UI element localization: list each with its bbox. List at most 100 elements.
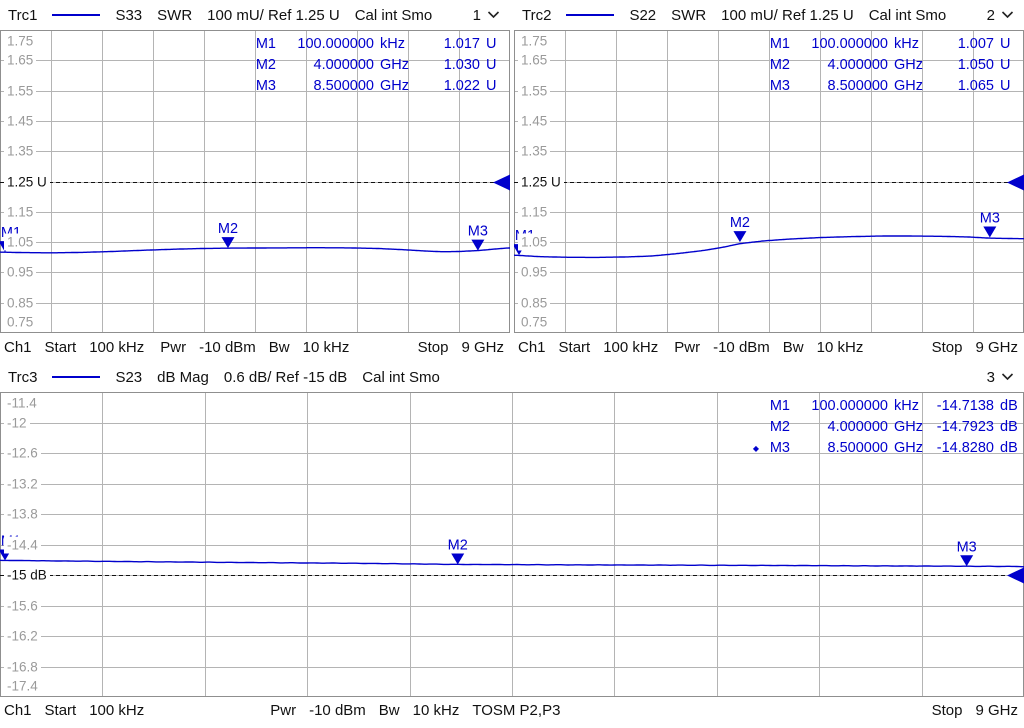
top-header-row: Trc1 S33 SWR 100 mU/ Ref 1.25 U Cal int … <box>0 0 1024 30</box>
marker-readout-cell <box>238 55 246 76</box>
bw-value[interactable]: 10 kHz <box>816 339 864 356</box>
marker-readout-cell <box>752 55 760 76</box>
marker-symbol-M2[interactable] <box>221 237 235 249</box>
marker-symbol-M3[interactable] <box>960 555 974 567</box>
start-label: Start <box>44 339 77 356</box>
pwr-label: Pwr <box>270 701 297 719</box>
trace-line <box>514 235 1024 259</box>
marker-readout-cell: M1 <box>769 398 790 414</box>
marker-readout-cell: U <box>1000 78 1011 94</box>
y-axis-tick-label: 1.65 <box>518 51 551 69</box>
marker-readout-cell: kHz <box>894 36 919 52</box>
trace3-name-label[interactable]: Trc3 <box>8 368 38 386</box>
marker-readout-cell <box>752 396 760 417</box>
marker-readout-cell: GHz <box>894 57 923 73</box>
trace1-name-label[interactable]: Trc1 <box>8 6 38 24</box>
channel1-select[interactable]: 1 <box>473 7 510 24</box>
channel-label: Ch1 <box>4 339 32 356</box>
stop-value[interactable]: 9 GHz <box>975 701 1018 719</box>
marker-readout-cell: 1.065 <box>957 78 994 94</box>
marker-symbol-M3[interactable] <box>983 226 997 238</box>
channel2-select[interactable]: 2 <box>987 7 1024 24</box>
channel1-footer-bottom: Ch1 Start 100 kHz Pwr -10 dBm Bw 10 kHz … <box>0 697 1024 723</box>
trace3-scale-label: 0.6 dB/ Ref -15 dB <box>223 368 348 386</box>
y-axis-tick-label: 0.95 <box>518 263 551 281</box>
channel-label: Ch1 <box>4 701 32 719</box>
y-axis-tick-label: -15.6 <box>4 597 41 614</box>
marker-readout-cell: U <box>486 57 497 73</box>
bw-value[interactable]: 10 kHz <box>412 701 460 719</box>
marker-readout-trace3: M1 100.000000 kHz -14.7138 dB M2 4.000000 GHz -1… <box>752 396 1018 459</box>
trace3-header: Trc3 S23 dB Mag 0.6 dB/ Ref -15 dB Cal i… <box>0 362 1024 392</box>
marker-symbol-M2[interactable] <box>733 231 747 243</box>
y-axis-tick-label: 1.45 <box>4 112 37 130</box>
marker-symbol-M2[interactable] <box>451 553 465 565</box>
marker-readout-cell: 4.000000 <box>313 57 374 73</box>
y-axis-tick-label: -13.2 <box>4 475 41 492</box>
channel3-select[interactable]: 3 <box>987 369 1024 386</box>
trace-line <box>0 559 1024 568</box>
ref-level-arrow[interactable] <box>1007 567 1024 584</box>
channel-label: Ch1 <box>518 339 546 356</box>
marker-readout-cell <box>752 417 760 438</box>
cal-standard-label: TOSM P2,P3 <box>472 701 561 719</box>
bw-label: Bw <box>782 339 804 356</box>
marker-label-M2: M2 <box>218 221 238 237</box>
marker-readout-cell: -14.7923 <box>936 419 994 435</box>
marker-readout-cell: 1.017 <box>443 36 480 52</box>
start-label: Start <box>44 701 77 719</box>
start-value[interactable]: 100 kHz <box>603 339 659 356</box>
channel1-number: 1 <box>472 6 481 24</box>
marker-readout-cell: GHz <box>894 440 923 456</box>
channel1-footer: Ch1 Start 100 kHz Pwr -10 dBm Bw 10 kHz … <box>0 333 510 362</box>
chevron-down-icon <box>1001 11 1014 19</box>
ref-level-arrow[interactable] <box>493 174 510 191</box>
y-axis-tick-label: 1.15 <box>4 203 37 221</box>
grid-lines <box>1 393 1023 696</box>
ref-level-label: 1.25 U <box>518 173 564 190</box>
marker-readout-cell: U <box>486 78 497 94</box>
y-axis-tick-label: 1.75 <box>4 32 37 50</box>
bw-value[interactable]: 10 kHz <box>302 339 350 356</box>
trace1-format-label: SWR <box>157 6 193 24</box>
pwr-value[interactable]: -10 dBm <box>309 701 366 719</box>
marker-readout-cell <box>238 34 246 55</box>
channel2-number: 2 <box>986 6 995 24</box>
stop-label: Stop <box>931 701 963 719</box>
grid-lines <box>515 31 1023 332</box>
trace2-name-label[interactable]: Trc2 <box>522 6 552 24</box>
marker-readout-trace2: M1 100.000000 kHz 1.007 U M2 4.000000 GHz 1.050 U… <box>752 34 1018 97</box>
marker-readout-cell: 4.000000 <box>827 57 888 73</box>
marker-readout-cell: U <box>1000 57 1011 73</box>
pwr-value[interactable]: -10 dBm <box>199 339 256 356</box>
trace1-line-sample <box>52 14 101 16</box>
channel3-number: 3 <box>986 368 995 386</box>
start-value[interactable]: 100 kHz <box>89 339 145 356</box>
pwr-label: Pwr <box>160 339 187 356</box>
marker-symbol-M3[interactable] <box>471 239 485 251</box>
marker-readout-cell <box>238 76 246 97</box>
y-axis-tick-label: 0.75 <box>4 313 37 331</box>
stop-value[interactable]: 9 GHz <box>461 339 504 356</box>
marker-readout-cell: GHz <box>894 78 923 94</box>
pwr-value[interactable]: -10 dBm <box>713 339 770 356</box>
start-value[interactable]: 100 kHz <box>89 701 145 719</box>
stop-value[interactable]: 9 GHz <box>975 339 1018 356</box>
marker-readout-cell: M1 <box>255 36 276 52</box>
marker-readout-cell: GHz <box>380 57 409 73</box>
plot-area-trace3[interactable]: M1 M2 M3 -11.4 -12 -12.6 -13.2 -13.8 -14.4 -15 d… <box>0 392 1024 697</box>
marker-readout-cell <box>752 76 760 97</box>
marker-readout-cell: 1.022 <box>443 78 480 94</box>
y-axis-tick-label: 1.55 <box>518 82 551 100</box>
marker-readout-cell: -14.7138 <box>936 398 994 414</box>
ref-level-label: -15 dB <box>4 566 50 584</box>
marker-readout-cell: U <box>1000 36 1011 52</box>
plot-area-trace1[interactable]: M1 M2 M3 1.751.65 1.55 1.45 1.35 1.25 U 1.15 1.0… <box>0 30 510 333</box>
ref-level-arrow[interactable] <box>1007 174 1024 191</box>
marker-readout-cell: kHz <box>380 36 405 52</box>
marker-readout-cell: 8.500000 <box>827 78 888 94</box>
y-axis-tick-label: 1.05 <box>4 233 37 251</box>
y-axis-tick-label: -13.8 <box>4 505 41 523</box>
y-axis-tick-label: 1.35 <box>4 142 37 160</box>
plot-area-trace2[interactable]: M1 M2 M3 1.751.65 1.55 1.45 1.35 1.25 U 1.15 1.0… <box>514 30 1024 333</box>
